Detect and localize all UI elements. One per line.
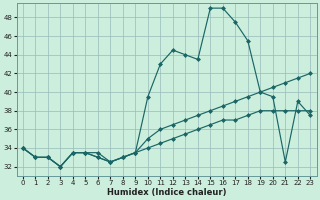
X-axis label: Humidex (Indice chaleur): Humidex (Indice chaleur) (107, 188, 226, 197)
